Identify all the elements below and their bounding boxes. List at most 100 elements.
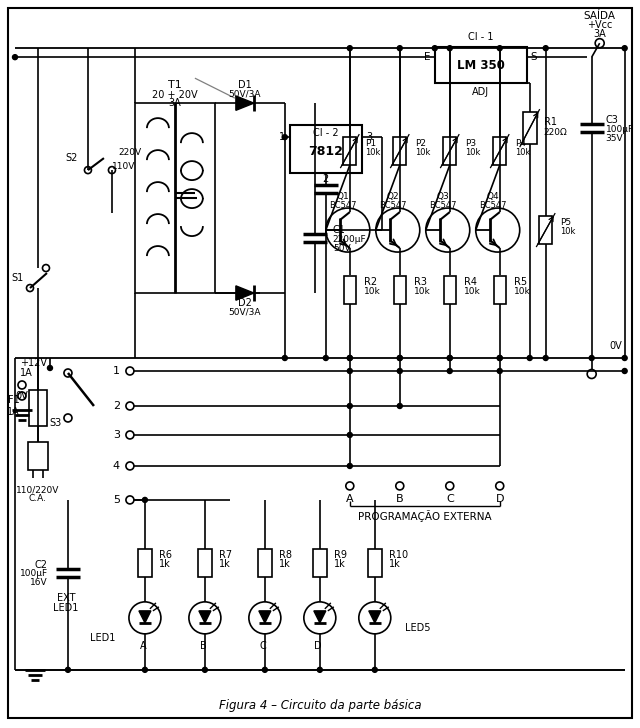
Text: 100μF: 100μF: [20, 569, 48, 578]
Circle shape: [126, 367, 134, 375]
Text: 1k: 1k: [388, 559, 401, 569]
Text: 3: 3: [367, 132, 373, 142]
Circle shape: [445, 482, 454, 490]
Circle shape: [397, 355, 403, 360]
Circle shape: [126, 402, 134, 410]
Bar: [198, 549, 212, 577]
Text: 1k: 1k: [159, 559, 171, 569]
Bar: [28, 442, 48, 470]
Circle shape: [497, 46, 502, 51]
Polygon shape: [369, 611, 381, 623]
Text: A: A: [346, 494, 354, 504]
Polygon shape: [314, 611, 326, 623]
Text: 5: 5: [113, 495, 120, 505]
Text: CI - 2: CI - 2: [313, 128, 339, 138]
Text: 1: 1: [113, 366, 120, 376]
Text: Q2: Q2: [387, 191, 399, 201]
Polygon shape: [199, 611, 211, 623]
Text: P2: P2: [415, 138, 426, 148]
Text: D: D: [314, 641, 322, 651]
Circle shape: [397, 403, 403, 408]
Text: B: B: [200, 641, 206, 651]
Bar: [394, 137, 406, 165]
Text: 1: 1: [279, 132, 285, 142]
Circle shape: [397, 355, 403, 360]
Circle shape: [18, 392, 26, 400]
Text: P4: P4: [515, 138, 525, 148]
Polygon shape: [139, 611, 151, 623]
Bar: [493, 137, 506, 165]
Bar: [343, 137, 356, 165]
Text: 100μF: 100μF: [605, 124, 634, 134]
Bar: [368, 549, 382, 577]
Circle shape: [13, 55, 17, 60]
Text: S: S: [531, 52, 538, 62]
Circle shape: [282, 135, 287, 140]
Circle shape: [323, 355, 328, 360]
Circle shape: [348, 432, 352, 438]
Text: 3: 3: [113, 430, 120, 440]
Text: 10k: 10k: [560, 226, 575, 236]
Text: Q3: Q3: [436, 191, 449, 201]
Bar: [394, 276, 406, 304]
Text: +Vᴄᴄ: +Vᴄᴄ: [587, 20, 612, 30]
Text: C2: C2: [35, 560, 48, 570]
Circle shape: [317, 668, 323, 673]
Bar: [344, 276, 356, 304]
Circle shape: [348, 46, 352, 51]
Bar: [444, 137, 456, 165]
Text: P5: P5: [560, 218, 571, 226]
Circle shape: [496, 482, 504, 490]
Circle shape: [42, 264, 49, 272]
Circle shape: [108, 167, 115, 173]
Text: P1: P1: [365, 138, 376, 148]
Bar: [523, 112, 537, 144]
Circle shape: [589, 355, 594, 360]
Text: 220V: 220V: [118, 148, 141, 157]
Circle shape: [202, 668, 207, 673]
Text: BC547: BC547: [479, 201, 506, 210]
Circle shape: [397, 46, 403, 51]
Circle shape: [372, 668, 378, 673]
Text: 2: 2: [113, 401, 120, 411]
Text: 1A: 1A: [20, 368, 33, 378]
Text: C: C: [446, 494, 454, 504]
Text: Figura 4 – Circuito da parte básica: Figura 4 – Circuito da parte básica: [218, 700, 421, 712]
Text: 10k: 10k: [514, 287, 531, 296]
Text: 3A: 3A: [593, 29, 606, 39]
Text: 1k: 1k: [219, 559, 230, 569]
Text: 10k: 10k: [414, 287, 431, 296]
Text: T1: T1: [168, 80, 182, 90]
Text: R6: R6: [159, 550, 172, 560]
Bar: [258, 549, 272, 577]
Circle shape: [447, 46, 452, 51]
Circle shape: [622, 355, 627, 360]
Polygon shape: [236, 96, 254, 111]
Text: BC547: BC547: [379, 201, 406, 210]
Bar: [493, 276, 506, 304]
Circle shape: [447, 368, 452, 373]
Polygon shape: [236, 286, 254, 300]
Text: PROGRAMAÇÃO EXTERNA: PROGRAMAÇÃO EXTERNA: [358, 510, 492, 522]
Circle shape: [497, 368, 502, 373]
Circle shape: [64, 369, 72, 377]
Text: 10k: 10k: [365, 148, 380, 157]
Circle shape: [282, 355, 287, 360]
Circle shape: [595, 39, 604, 47]
Text: Q4: Q4: [486, 191, 499, 201]
Text: LM 350: LM 350: [457, 59, 505, 71]
Text: R2: R2: [364, 277, 377, 287]
Text: C.A.: C.A.: [29, 494, 47, 504]
Circle shape: [348, 464, 352, 468]
Text: R5: R5: [514, 277, 527, 287]
Text: 0V: 0V: [15, 391, 28, 401]
Text: S3: S3: [50, 418, 62, 428]
Circle shape: [348, 368, 352, 373]
Text: E: E: [424, 52, 431, 62]
Circle shape: [348, 355, 352, 360]
Text: 3A: 3A: [168, 98, 181, 108]
Circle shape: [65, 668, 70, 673]
Text: B: B: [396, 494, 404, 504]
Text: 10k: 10k: [465, 148, 480, 157]
Text: +12V: +12V: [20, 358, 47, 368]
